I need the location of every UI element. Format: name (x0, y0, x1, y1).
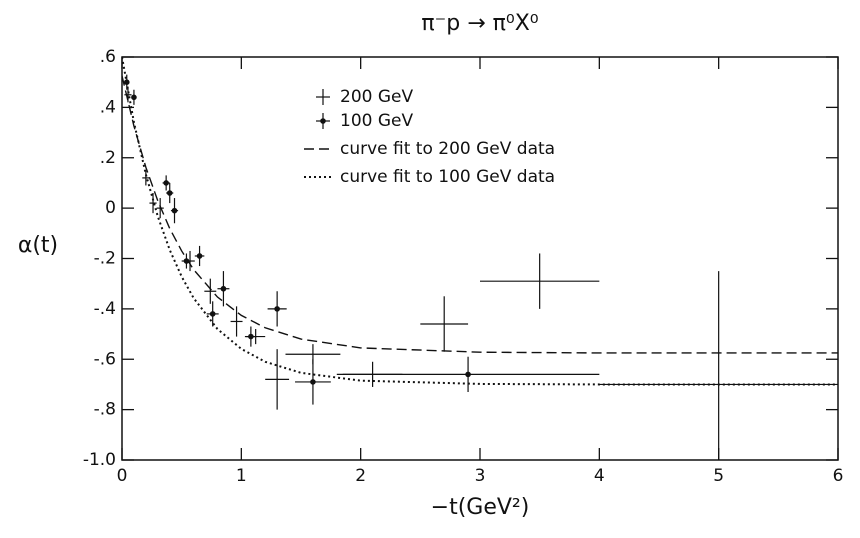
plot-frame (121, 56, 839, 461)
data-point (220, 285, 227, 292)
legend-label: 200 GeV (340, 87, 413, 107)
x-tick-label: 1 (236, 466, 247, 486)
legend-label: curve fit to 100 GeV data (340, 167, 555, 187)
x-tick-label: 5 (713, 466, 724, 486)
y-tick-label: .4 (100, 97, 116, 117)
legend-label: curve fit to 200 GeV data (340, 139, 555, 159)
y-tick-label: -.8 (94, 400, 116, 420)
legend-label: 100 GeV (340, 111, 413, 131)
data-point (183, 258, 190, 264)
data-point (209, 311, 216, 317)
x-axis-label: −t(GeV²) (431, 495, 530, 520)
data-point (171, 207, 178, 214)
data-point (131, 94, 137, 101)
x-tick-label: 0 (117, 466, 128, 486)
x-tick-label: 3 (475, 466, 486, 486)
y-tick-label: -.2 (94, 249, 116, 269)
y-tick-label: .2 (100, 148, 116, 168)
data-point (248, 333, 254, 340)
y-tick-label: -.4 (94, 299, 116, 319)
y-tick-label: -.6 (94, 349, 116, 369)
fit-curve (122, 75, 838, 354)
data-point (196, 253, 203, 259)
y-axis-label: α(t) (18, 233, 58, 258)
x-tick-label: 4 (594, 466, 605, 486)
data-point (274, 306, 280, 312)
x-tick-label: 6 (833, 466, 844, 486)
data-point (123, 79, 130, 85)
data-point (163, 180, 169, 186)
data-point (166, 190, 173, 196)
chart-title: π⁻p → π⁰X⁰ (421, 11, 538, 36)
data-point (310, 379, 316, 385)
legend-marker (320, 118, 326, 124)
fit-curve (122, 57, 838, 386)
data-layer (122, 57, 838, 460)
y-tick-label: .6 (100, 47, 116, 67)
data-point (465, 371, 471, 378)
y-tick-label: -1.0 (83, 450, 116, 470)
y-tick-label: 0 (105, 198, 116, 218)
x-tick-label: 2 (355, 466, 366, 486)
